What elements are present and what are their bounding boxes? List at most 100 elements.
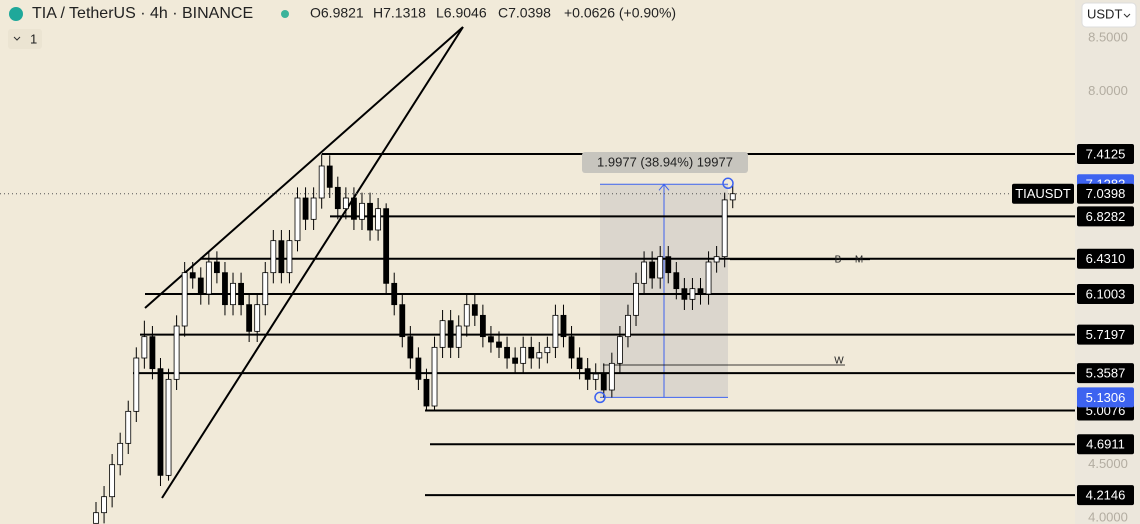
candle-body <box>222 272 228 306</box>
candle-body <box>617 336 623 364</box>
level-label-bg <box>1077 363 1134 384</box>
candle-body <box>576 357 583 370</box>
level-label: 6.8282 <box>1086 209 1126 224</box>
last-price-label: 7.0398 <box>1086 186 1126 201</box>
candle-body <box>189 272 196 279</box>
candle-body <box>568 336 575 359</box>
candle-body <box>367 202 373 231</box>
candle-body <box>157 368 164 476</box>
level-label-bg <box>1077 324 1134 345</box>
candle-body <box>246 304 253 332</box>
candle-body <box>125 410 132 444</box>
candle-body <box>165 378 172 476</box>
candle-body <box>117 442 124 466</box>
y-tick-label: 8.0000 <box>1088 83 1128 98</box>
annotation: W <box>834 356 844 367</box>
candle-body <box>278 240 285 274</box>
candle-body <box>713 256 720 263</box>
interval-label: 1 <box>30 31 37 46</box>
y-tick-label: 4.5000 <box>1088 456 1128 471</box>
candle-body <box>399 304 406 338</box>
level-label-bg <box>1077 206 1134 227</box>
ohlc-open: O6.9821 <box>310 5 364 21</box>
candle-body <box>238 282 244 306</box>
candle-body <box>173 325 180 380</box>
candle-body <box>584 368 591 380</box>
annotation: M <box>855 255 863 266</box>
candle-body <box>673 272 680 290</box>
candle-body <box>633 282 639 316</box>
measure-label: 1.9977 (38.94%) 19977 <box>597 154 733 169</box>
candle-body <box>391 282 398 306</box>
ohlc-high: H7.1318 <box>373 5 426 21</box>
candle-body <box>302 197 309 220</box>
candle-body <box>649 261 656 279</box>
candle-body <box>149 336 156 370</box>
candle-body <box>488 336 494 343</box>
candle-body <box>375 208 382 231</box>
symbol-label: TIAUSDT <box>1015 186 1071 201</box>
candle-body <box>625 314 631 338</box>
candle-body <box>697 288 704 295</box>
interval-badge[interactable] <box>8 29 42 49</box>
candle-body <box>471 304 478 316</box>
chevron <box>13 36 21 41</box>
candle-body <box>383 208 390 284</box>
candle-body <box>560 314 567 338</box>
chevron <box>1123 13 1131 18</box>
ohlc-close: C7.0398 <box>498 5 551 21</box>
symbol-label-bg <box>1012 183 1074 204</box>
candle-body <box>608 362 615 391</box>
candle-body <box>133 357 140 412</box>
trend-line <box>161 26 464 499</box>
measure-handle <box>722 177 734 190</box>
level-label-bg <box>1077 143 1134 164</box>
currency-select[interactable] <box>1081 2 1137 28</box>
level-label: 5.7197 <box>1086 327 1126 342</box>
level-label-bg <box>1077 248 1134 269</box>
candle-body <box>552 314 559 348</box>
candle-body <box>520 346 527 364</box>
candle-body <box>641 261 647 284</box>
candle-body <box>657 256 664 279</box>
candle-body <box>681 288 688 300</box>
measure-handle <box>594 391 606 404</box>
candle-body <box>359 202 365 220</box>
candle-body <box>230 282 236 306</box>
measure-arrowhead <box>658 183 670 191</box>
candle-body <box>592 373 599 380</box>
candle-body <box>93 512 99 524</box>
annotation: B <box>835 255 842 266</box>
candle-body <box>665 256 672 274</box>
level-label: 6.4310 <box>1086 251 1126 266</box>
candle-body <box>318 165 325 199</box>
candle-body <box>455 325 462 348</box>
chart-title: TIA / TetherUS · 4h · BINANCE <box>32 5 253 22</box>
candle-body <box>423 378 430 407</box>
candle-body <box>342 197 349 210</box>
level-label-bg <box>1077 434 1134 455</box>
measure-label-bg <box>582 152 748 173</box>
ohlc-low: L6.9046 <box>436 5 487 21</box>
logo <box>9 7 23 21</box>
candle-body <box>213 261 220 274</box>
status-dot <box>281 10 289 18</box>
last-price-label-bg <box>1077 183 1134 204</box>
candle-body <box>181 272 188 327</box>
candle-body <box>721 199 728 258</box>
candle-body <box>439 320 446 348</box>
candle-body <box>205 261 212 295</box>
measure-bottom-label-bg <box>1077 387 1134 408</box>
candle-body <box>447 320 454 348</box>
candle-body <box>463 304 470 327</box>
candle-body <box>528 346 535 359</box>
y-tick-label: 8.5000 <box>1088 29 1128 44</box>
candle-body <box>705 261 712 295</box>
candle-body <box>334 186 341 210</box>
trend-line <box>144 26 464 309</box>
level-label: 5.3587 <box>1086 366 1126 381</box>
candle-body <box>197 277 204 295</box>
candle-body <box>254 304 261 332</box>
candle-body <box>729 193 736 201</box>
